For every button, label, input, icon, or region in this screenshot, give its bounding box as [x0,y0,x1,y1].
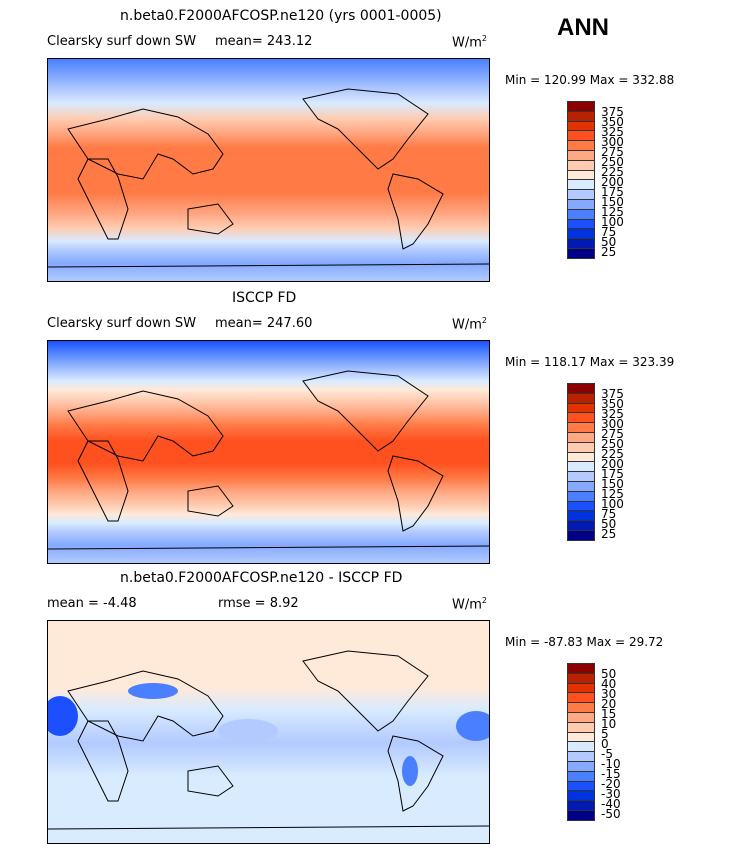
colorbar-tick-label: 350 [601,397,624,411]
colorbar-tick-label: 200 [601,175,624,189]
colorbar-tick-label: 30 [601,687,617,701]
map-plot [47,58,490,282]
colorbar-tick-label: -5 [601,747,613,761]
map-plot [47,340,490,564]
colorbar-tick-label: -20 [601,777,621,791]
min-max-label: Min = 118.17 Max = 323.39 [505,355,675,369]
colorbar-tick-label: 40 [601,677,617,691]
colorbar-tick-label: 100 [601,215,624,229]
colorbar-tick-label: 275 [601,427,624,441]
colorbar-tick-label: 125 [601,487,624,501]
coastlines [48,88,489,268]
colorbar-tick-label: 175 [601,467,624,481]
colorbar-tick-label: 225 [601,165,624,179]
colorbar-tick-label: 250 [601,437,624,451]
map-plot [47,620,490,844]
colorbar-tick-label: 275 [601,145,624,159]
anomaly-region [48,696,78,736]
colorbar-tick-label: 125 [601,205,624,219]
field-label: mean = -4.48 [47,596,137,611]
min-max-label: Min = -87.83 Max = 29.72 [505,635,664,649]
units-label: W/m2 [452,596,487,613]
colorbar-tick-label: 300 [601,135,624,149]
colorbar-tick-label: 300 [601,417,624,431]
colorbar-tick-label: 375 [601,105,624,119]
colorbar [567,663,595,821]
anomaly-region [128,683,178,699]
panel-title: n.beta0.F2000AFCOSP.ne120 (yrs 0001-0005… [120,8,442,24]
colorbar-tick-label: 20 [601,697,617,711]
colorbar-tick-label: 75 [601,507,617,521]
colorbar-tick-label: 325 [601,125,624,139]
colorbar-tick-label: -50 [601,807,621,821]
colorbar-tick-label: 225 [601,447,624,461]
colorbar-tick-label: 25 [601,527,617,541]
colorbar-tick-label: 75 [601,225,617,239]
colorbar-tick-label: 5 [601,727,609,741]
panel-title: ISCCP FD [232,290,297,306]
min-max-label: Min = 120.99 Max = 332.88 [505,73,675,87]
colorbar-tick-label: 50 [601,667,617,681]
colorbar-swatch [567,529,595,541]
colorbar-tick-label: 375 [601,387,624,401]
colorbar-tick-label: 15 [601,707,617,721]
colorbar-tick-label: -30 [601,787,621,801]
colorbar-tick-label: 0 [601,737,609,751]
units-label: W/m2 [452,34,487,51]
colorbar-tick-label: 150 [601,195,624,209]
anomaly-region [456,711,489,741]
units-label: W/m2 [452,316,487,333]
colorbar-tick-label: 50 [601,235,617,249]
colorbar-tick-label: 250 [601,155,624,169]
coastlines [48,370,489,550]
mean-label: mean= 243.12 [215,34,313,49]
field-label: Clearsky surf down SW [47,316,197,331]
mean-label: mean= 247.60 [215,316,313,331]
colorbar-tick-label: 25 [601,245,617,259]
colorbar-tick-label: 175 [601,185,624,199]
colorbar-swatch [567,809,595,821]
colorbar-tick-label: -40 [601,797,621,811]
anomaly-region [218,719,278,743]
colorbar-tick-label: 100 [601,497,624,511]
panel-title: n.beta0.F2000AFCOSP.ne120 - ISCCP FD [120,570,403,586]
colorbar [567,383,595,541]
colorbar-tick-label: 200 [601,457,624,471]
season-label: ANN [557,14,609,41]
colorbar-tick-label: 50 [601,517,617,531]
coastlines [48,650,489,830]
colorbar-tick-label: -10 [601,757,621,771]
colorbar [567,101,595,259]
mean-label: rmse = 8.92 [218,596,299,611]
colorbar-tick-label: 325 [601,407,624,421]
colorbar-tick-label: 150 [601,477,624,491]
anomaly-region [402,756,418,786]
colorbar-tick-label: 10 [601,717,617,731]
field-label: Clearsky surf down SW [47,34,197,49]
colorbar-swatch [567,247,595,259]
colorbar-tick-label: -15 [601,767,621,781]
colorbar-tick-label: 350 [601,115,624,129]
